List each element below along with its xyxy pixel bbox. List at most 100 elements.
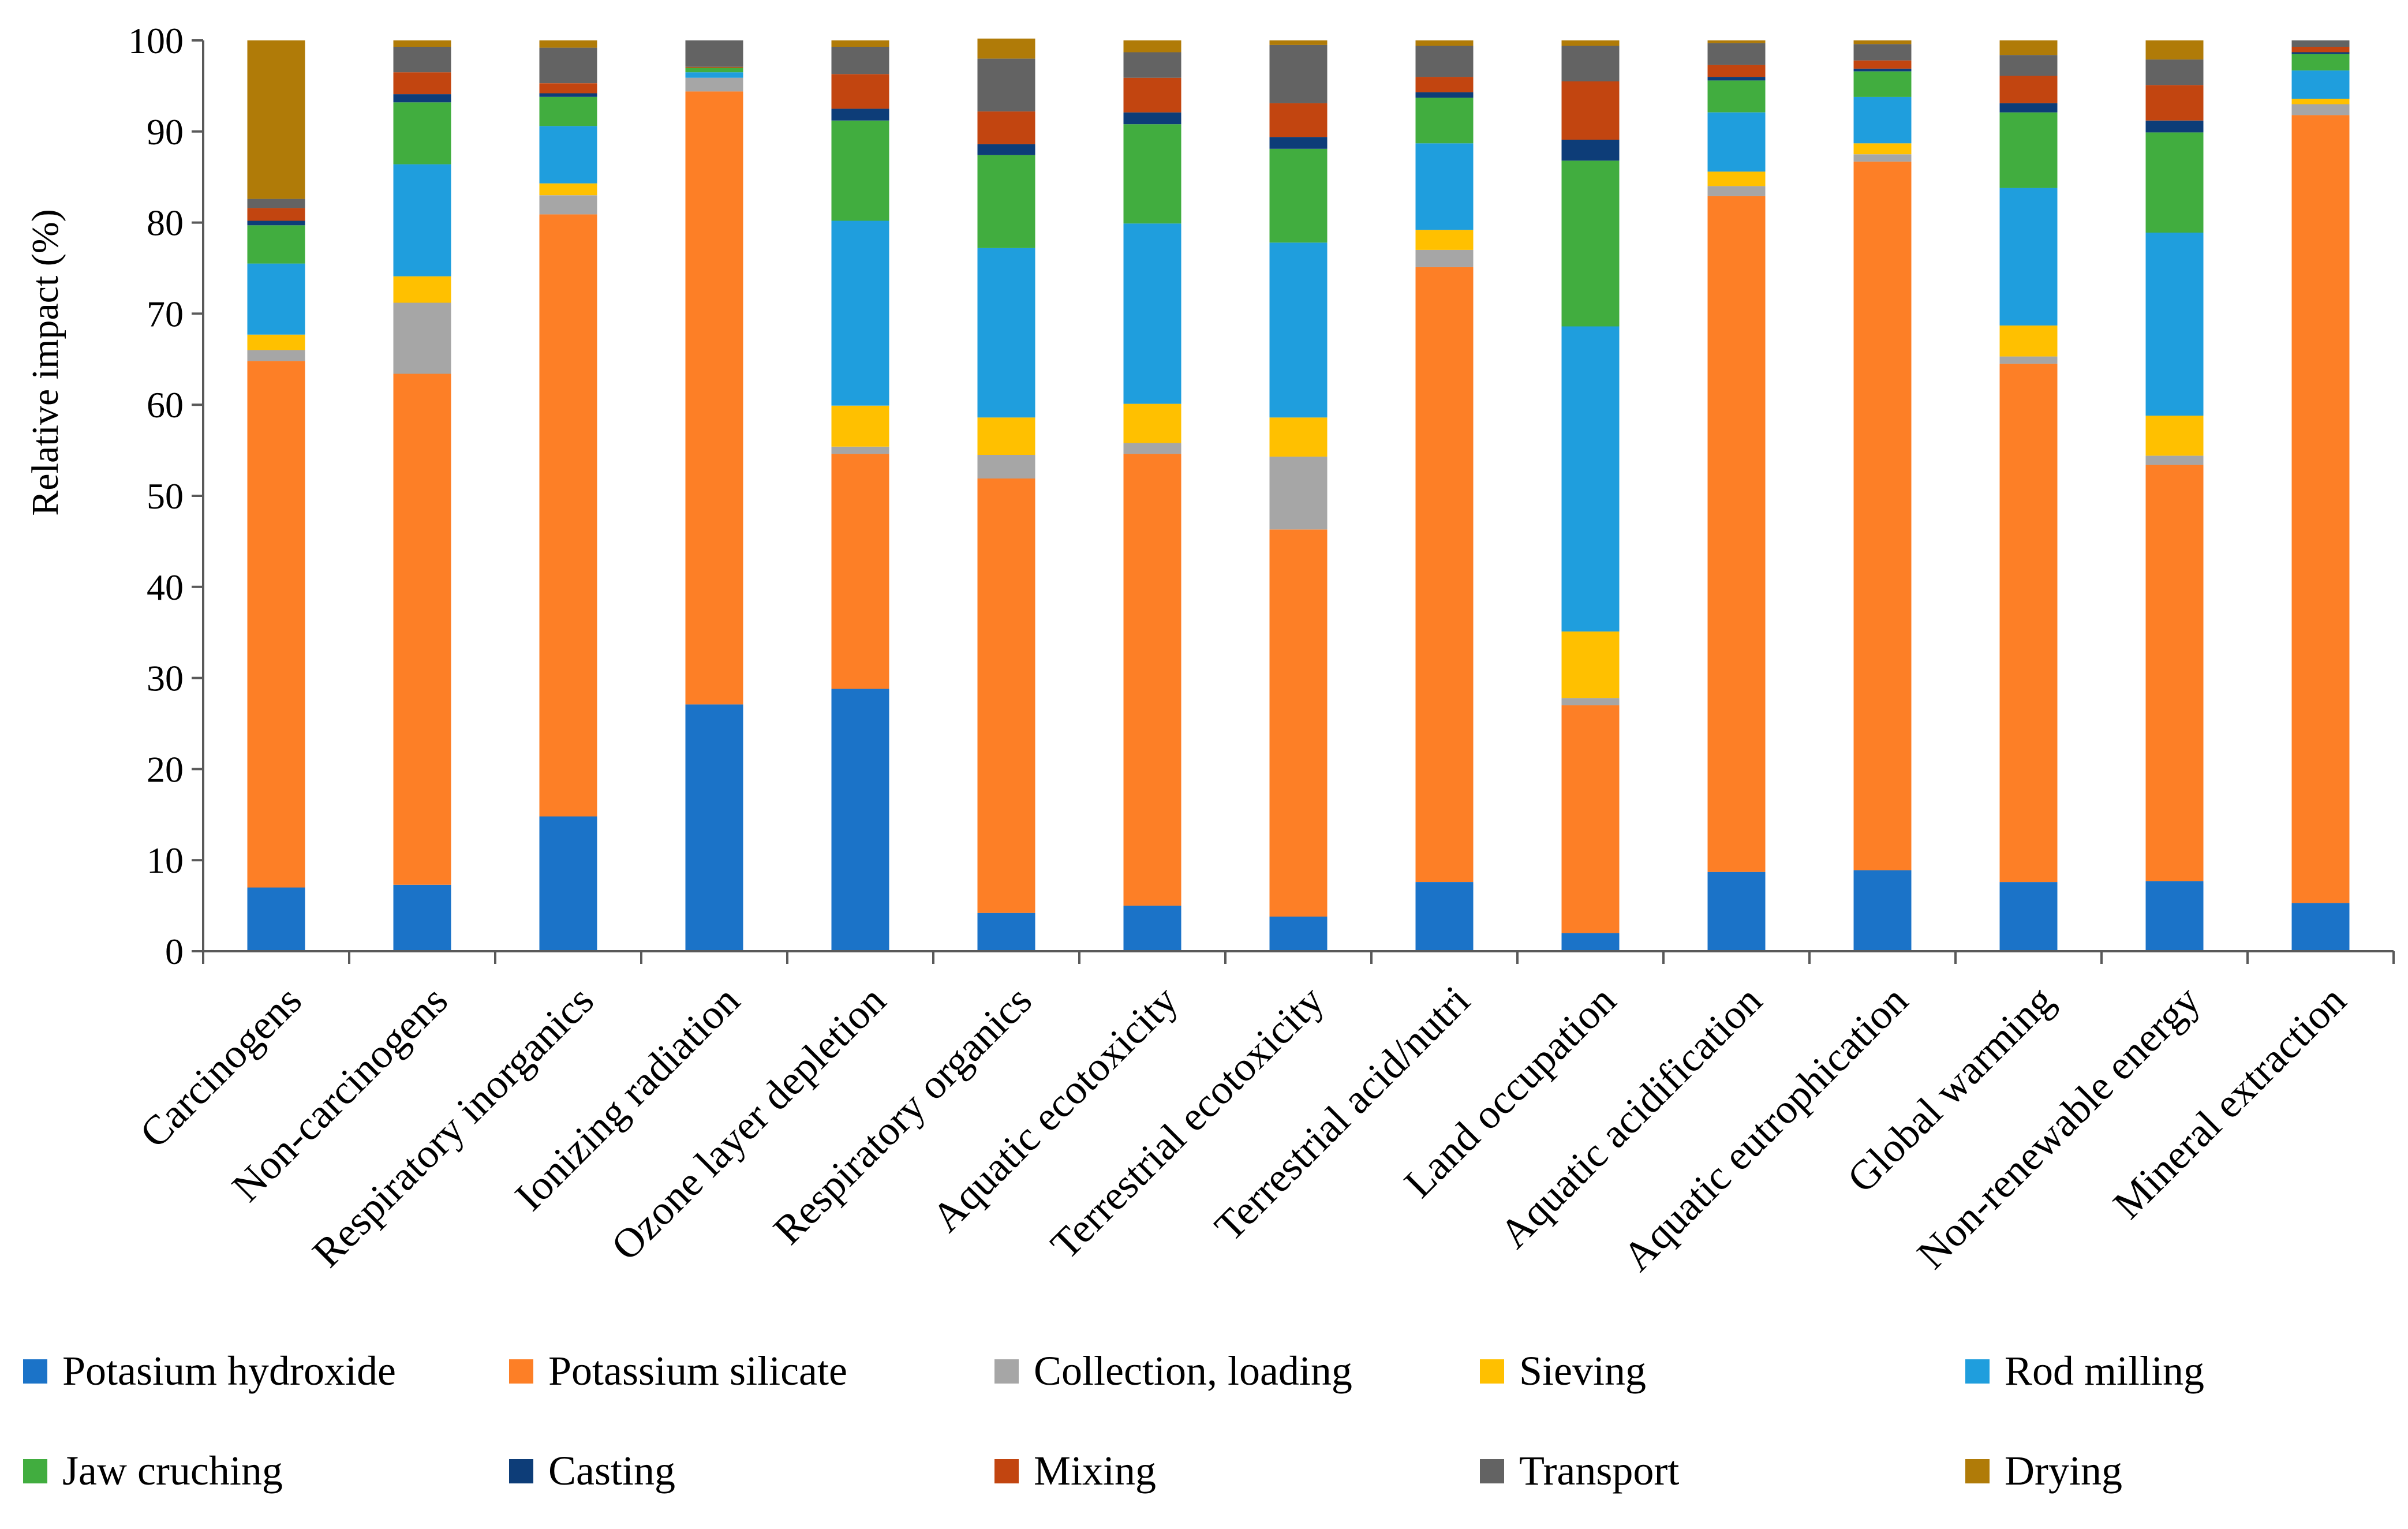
- bar-segment-11-5: [1853, 71, 1912, 97]
- bar-segment-8-3: [1415, 230, 1474, 250]
- bar-segment-0-5: [247, 225, 305, 264]
- bar-segment-2-9: [539, 40, 597, 48]
- bar-segment-3-7: [685, 66, 743, 68]
- bar-segment-5-9: [977, 38, 1035, 59]
- bar-segment-2-5: [539, 96, 597, 126]
- legend-label-0: Potasium hydroxide: [62, 1348, 396, 1394]
- bar-segment-2-7: [539, 83, 597, 94]
- bar-segment-13-1: [2145, 465, 2204, 881]
- bar-segment-9-4: [1561, 326, 1620, 632]
- bar-segment-4-9: [831, 40, 889, 47]
- legend: Potasium hydroxide Potassium silicate Coll…: [23, 1348, 2204, 1494]
- bar-segment-6-5: [1123, 124, 1181, 224]
- y-tick-label-40: 40: [147, 567, 184, 608]
- bar-segment-6-1: [1123, 454, 1181, 906]
- bar-segment-13-8: [2145, 59, 2204, 85]
- legend-swatch-8: [1480, 1459, 1504, 1483]
- category-label-2: Respiratory inorganics: [304, 977, 603, 1276]
- bar-segment-10-8: [1707, 43, 1766, 65]
- legend-label-3: Sieving: [1519, 1348, 1646, 1394]
- bar-segment-8-5: [1415, 98, 1474, 144]
- bar-segment-1-4: [393, 164, 451, 276]
- legend-swatch-2: [994, 1359, 1019, 1384]
- bar-segment-8-6: [1415, 92, 1474, 98]
- bar-segment-5-4: [977, 248, 1035, 418]
- category-label-6: Aquatic ecotoxicity: [923, 977, 1187, 1241]
- bar-segment-8-2: [1415, 249, 1474, 267]
- bar-segment-11-1: [1853, 161, 1912, 870]
- bar-segment-0-8: [247, 199, 305, 208]
- y-tick-label-10: 10: [147, 840, 184, 881]
- category-label-4: Ozone layer depletion: [603, 977, 895, 1269]
- bar-segment-10-5: [1707, 80, 1766, 113]
- bar-segment-9-1: [1561, 705, 1620, 933]
- bar-segment-9-0: [1561, 933, 1620, 951]
- bar-segment-11-6: [1853, 68, 1912, 72]
- bar-segment-11-9: [1853, 40, 1912, 44]
- bar-segment-12-9: [1999, 40, 2058, 55]
- bar-segment-11-2: [1853, 154, 1912, 162]
- bar-segment-9-2: [1561, 698, 1620, 705]
- bar-segment-1-7: [393, 72, 451, 95]
- legend-label-7: Mixing: [1034, 1448, 1156, 1494]
- bar-segment-0-4: [247, 263, 305, 335]
- bar-segment-9-5: [1561, 160, 1620, 327]
- bar-segment-12-6: [1999, 103, 2058, 113]
- bar-segment-6-9: [1123, 40, 1181, 53]
- bar-segment-14-0: [2291, 903, 2350, 951]
- bar-segment-4-4: [831, 220, 889, 406]
- bar-segment-7-6: [1269, 137, 1328, 149]
- bar-segment-10-9: [1707, 40, 1766, 43]
- bar-segment-4-7: [831, 74, 889, 109]
- bar-segment-3-1: [685, 91, 743, 705]
- bar-segment-14-2: [2291, 104, 2350, 115]
- bar-segment-7-1: [1269, 529, 1328, 917]
- legend-swatch-9: [1965, 1459, 1990, 1483]
- legend-swatch-5: [23, 1459, 47, 1483]
- bar-segment-12-5: [1999, 112, 2058, 188]
- bar-segment-5-2: [977, 455, 1035, 478]
- bar-segment-2-2: [539, 195, 597, 215]
- bar-segment-13-0: [2145, 881, 2204, 951]
- legend-label-8: Transport: [1519, 1448, 1679, 1494]
- bar-segment-13-4: [2145, 233, 2204, 416]
- category-label-10: Aquatic acidification: [1491, 977, 1771, 1257]
- bar-segment-2-6: [539, 93, 597, 97]
- y-tick-label-30: 30: [147, 658, 184, 699]
- legend-label-1: Potassium silicate: [548, 1348, 847, 1394]
- bar-segment-1-9: [393, 40, 451, 47]
- bar-segment-3-8: [685, 40, 743, 67]
- bar-segment-10-6: [1707, 77, 1766, 81]
- bar-segment-7-7: [1269, 103, 1328, 137]
- bar-segment-3-0: [685, 704, 743, 951]
- bar-segment-13-9: [2145, 40, 2204, 60]
- bar-segment-7-2: [1269, 457, 1328, 530]
- y-tick-label-90: 90: [147, 111, 184, 152]
- bar-segment-4-6: [831, 109, 889, 121]
- bar-segment-8-9: [1415, 40, 1474, 46]
- legend-swatch-3: [1480, 1359, 1504, 1384]
- y-tick-label-100: 100: [128, 20, 184, 61]
- bar-segment-0-1: [247, 361, 305, 888]
- bar-segment-5-0: [977, 913, 1035, 951]
- y-tick-label-50: 50: [147, 476, 184, 517]
- legend-label-5: Jaw cruching: [62, 1448, 283, 1494]
- category-label-13: Non-renewable energy: [1908, 977, 2209, 1278]
- bar-segment-14-1: [2291, 115, 2350, 903]
- bar-segment-0-2: [247, 350, 305, 361]
- bar-segment-9-6: [1561, 140, 1620, 161]
- bar-segment-7-3: [1269, 417, 1328, 457]
- bar-segment-7-4: [1269, 242, 1328, 418]
- bar-segment-7-0: [1269, 917, 1328, 951]
- bar-segment-8-4: [1415, 143, 1474, 230]
- bar-segment-13-5: [2145, 132, 2204, 233]
- bar-segment-10-0: [1707, 872, 1766, 951]
- bar-segment-10-3: [1707, 171, 1766, 186]
- bar-segment-1-3: [393, 276, 451, 303]
- bar-segment-4-3: [831, 405, 889, 447]
- bar-segment-6-7: [1123, 77, 1181, 113]
- bar-segment-8-7: [1415, 77, 1474, 92]
- bar-segment-12-0: [1999, 882, 2058, 951]
- bar-segment-5-7: [977, 111, 1035, 144]
